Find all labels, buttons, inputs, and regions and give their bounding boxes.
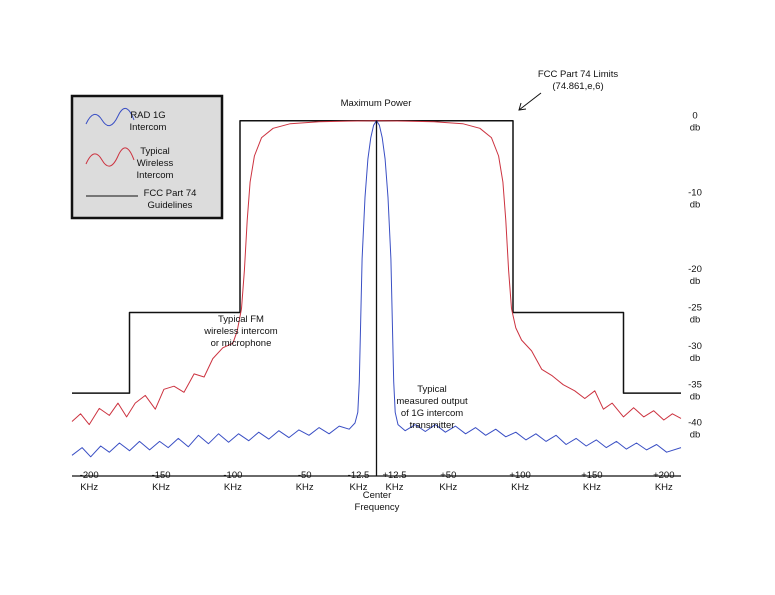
max-power-label: Maximum Power	[341, 98, 412, 109]
legend: RAD 1G Intercom Typical Wireless Interco…	[70, 94, 224, 220]
y-tick-label-5-line1: -35	[688, 379, 702, 390]
x-tick-label-3-line1: -50	[298, 470, 312, 481]
fcc-limits-label-line1: FCC Part 74 Limits	[538, 69, 618, 80]
x-tick-label-4-line1: -12.5	[348, 470, 370, 481]
legend-label-typical-wireless-line2: Wireless	[137, 158, 174, 169]
x-tick-label-3-line2: KHz	[296, 482, 314, 493]
x-tick-label-0-line1: -200	[80, 470, 99, 481]
y-tick-label-5-line2: db	[690, 391, 701, 402]
fm-label-line2: wireless intercom	[203, 326, 277, 337]
x-tick-label-5-line1: +12.5	[382, 470, 406, 481]
y-tick-label-6-line1: -40	[688, 418, 702, 429]
x-tick-label-1-line1: -150	[152, 470, 171, 481]
y-tick-label-3-line2: db	[690, 315, 701, 326]
rad-label-line2: measured output	[396, 396, 468, 407]
x-tick-label-2-line1: -100	[223, 470, 242, 481]
y-tick-label-6-line2: db	[690, 430, 701, 441]
legend-item-rad-1g: RAD 1G Intercom	[85, 108, 167, 133]
x-tick-label-8-line2: KHz	[583, 482, 601, 493]
legend-label-fcc-guidelines-line1: FCC Part 74	[144, 188, 197, 199]
y-tick-label-3-line1: -25	[688, 303, 702, 314]
legend-box	[70, 94, 224, 220]
x-tick-label-9-line1: +200	[653, 470, 674, 481]
legend-item-fcc-guidelines: FCC Part 74 Guidelines	[86, 188, 196, 211]
fm-label-line1: Typical FM	[218, 314, 264, 325]
x-tick-label-8-line1: +150	[581, 470, 602, 481]
rad-label-line1: Typical	[417, 384, 447, 395]
x-tick-label-1-line2: KHz	[152, 482, 170, 493]
legend-label-fcc-guidelines-line2: Guidelines	[148, 200, 193, 211]
legend-swatch-typical-wireless	[85, 147, 135, 167]
y-tick-label-1-line1: -10	[688, 187, 702, 198]
x-tick-label-0-line2: KHz	[80, 482, 98, 493]
fm-label-line3: or microphone	[211, 338, 272, 349]
rad-label-line4: transmitter	[410, 420, 455, 431]
fcc-limits-arrow	[518, 92, 542, 111]
x-tick-label-2-line2: KHz	[224, 482, 242, 493]
x-tick-label-4-line2: KHz	[350, 482, 368, 493]
y-tick-label-1-line2: db	[690, 199, 701, 210]
x-tick-label-6-line2: KHz	[439, 482, 457, 493]
center-frequency-label-line1: Center	[363, 490, 392, 501]
y-tick-label-0-line2: db	[690, 123, 701, 134]
x-tick-label-7-line2: KHz	[511, 482, 529, 493]
center-frequency-label-line2: Frequency	[355, 502, 400, 513]
x-tick-label-9-line2: KHz	[655, 482, 673, 493]
legend-item-typical-wireless: Typical Wireless Intercom	[85, 146, 174, 181]
legend-label-rad-1g-line2: Intercom	[130, 122, 167, 133]
y-tick-label-4-line1: -30	[688, 341, 702, 352]
x-tick-labels: -200KHz-150KHz-100KHz-50KHz-12.5KHz+12.5…	[80, 470, 675, 493]
legend-label-typical-wireless-line3: Intercom	[137, 170, 174, 181]
series-line-rad-1g-intercom	[71, 120, 682, 458]
legend-label-typical-wireless-line1: Typical	[140, 146, 170, 157]
fcc-limits-label-line2: (74.861,e,6)	[552, 81, 603, 92]
y-tick-label-2-line1: -20	[688, 264, 702, 275]
y-tick-label-4-line2: db	[690, 353, 701, 364]
x-tick-label-6-line1: +50	[440, 470, 456, 481]
y-tick-label-0-line1: 0	[692, 111, 697, 122]
legend-label-rad-1g-line1: RAD 1G	[130, 110, 165, 121]
y-tick-label-2-line2: db	[690, 276, 701, 287]
legend-swatch-rad-1g	[85, 108, 135, 127]
x-tick-label-7-line1: +100	[509, 470, 530, 481]
series-line-typical-wireless-intercom	[71, 120, 682, 426]
rad-label-line3: of 1G intercom	[401, 408, 463, 419]
x-tick-label-5-line2: KHz	[386, 482, 404, 493]
